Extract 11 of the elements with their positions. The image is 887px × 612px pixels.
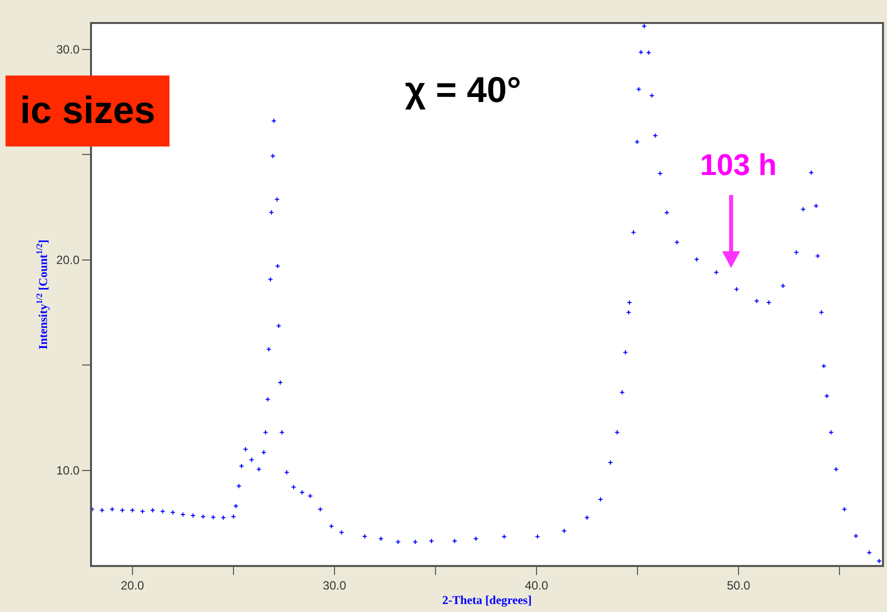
y-tick-label: 30.0 [56,42,80,56]
x-tick-label: 30.0 [322,578,346,592]
x-tick-label: 40.0 [524,578,548,592]
x-tick-label: 50.0 [726,578,751,592]
x-axis-title: 2-Theta [degrees] [442,592,532,607]
y-tick-label: 10.0 [56,463,80,478]
annotation: 103 h [700,149,777,182]
text: χ = 40° [405,69,522,110]
x-tick-label: 20.0 [120,578,144,592]
y-tick-label: 20.0 [56,252,80,267]
annotation: ic sizes [20,90,156,132]
